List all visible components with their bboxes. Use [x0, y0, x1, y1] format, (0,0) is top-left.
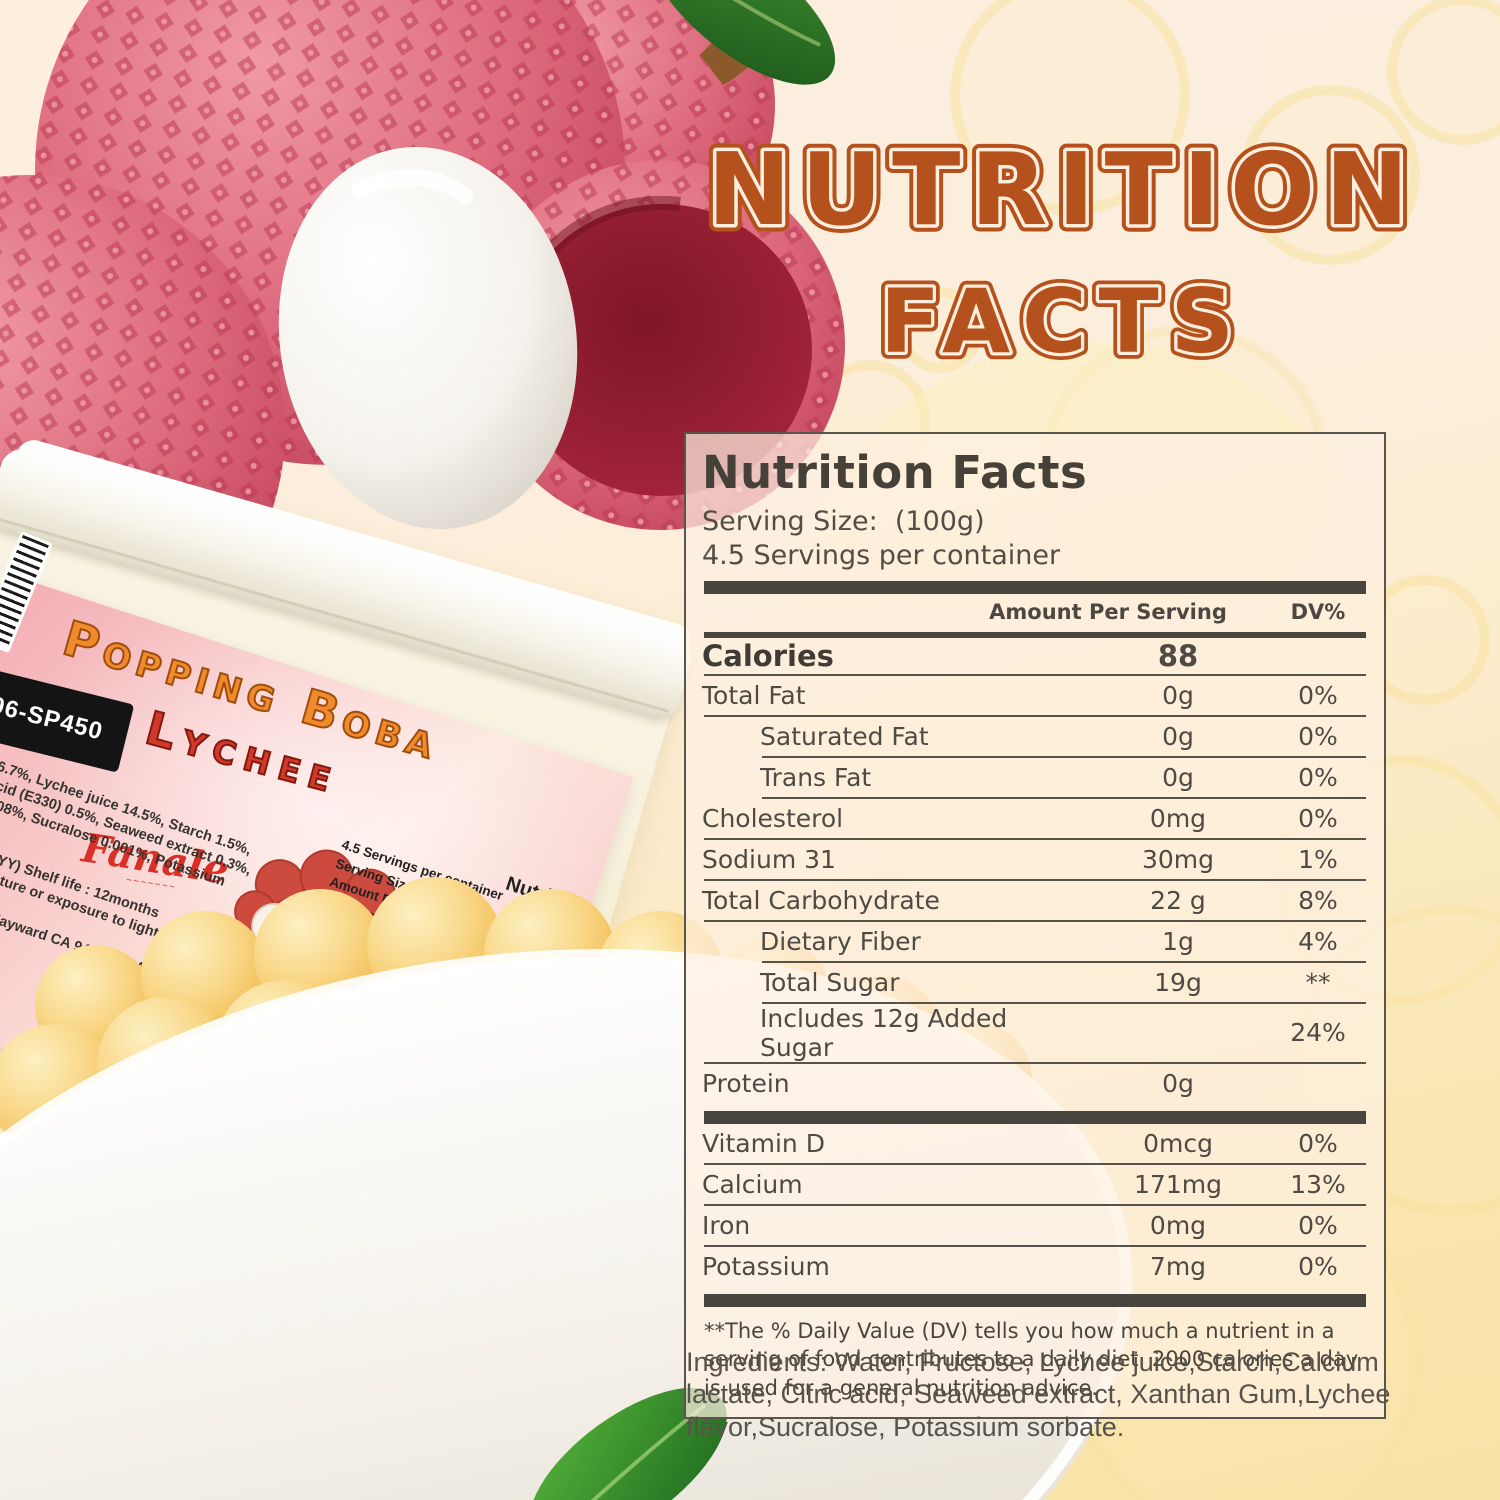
hero-title-line2: FACTS FACTS FACTS: [873, 263, 1246, 380]
row-divider: [704, 1244, 1366, 1247]
lychee-flesh: [278, 146, 578, 530]
separator-bar: [704, 1110, 1366, 1124]
nutrient-row: Trans Fat 0g 0%: [760, 762, 1338, 792]
svg-text:NUTRITION: NUTRITION: [707, 131, 1418, 248]
serving-size-value: (100g): [894, 506, 985, 537]
leaf-icon: [529, 1387, 727, 1500]
row-divider: [762, 796, 1366, 799]
panel-title: Nutrition Facts: [702, 446, 1088, 499]
separator-bar: [704, 580, 1366, 594]
separator-bar: [704, 1293, 1366, 1307]
svg-text:FACTS: FACTS: [880, 270, 1246, 373]
row-divider: [704, 1061, 1366, 1064]
serving-size: Serving Size: (100g): [702, 505, 1368, 539]
nutrient-row: Saturated Fat 0g 0%: [760, 721, 1338, 751]
svg-text:FACTS: FACTS: [880, 270, 1246, 373]
row-divider: [704, 1203, 1366, 1206]
row-divider: [704, 714, 1366, 717]
serving-size-label: Serving Size:: [702, 506, 878, 537]
calories-value: 88: [1157, 638, 1199, 673]
nutrient-row: Potassium 7mg 0%: [702, 1251, 1338, 1281]
calories-label: Calories: [702, 638, 834, 673]
svg-text:NUTRITION: NUTRITION: [707, 131, 1418, 248]
background-bubble: [1240, 85, 1420, 265]
calories-row: Calories 88: [702, 638, 1368, 674]
hero-title: NUTRITION NUTRITION NUTRITION FACTS FACT…: [700, 124, 1418, 381]
nutrient-row: Calcium 171mg 13%: [702, 1169, 1346, 1199]
nutrient-row: Total Fat 0g 0%: [702, 680, 1338, 710]
row-divider: [762, 960, 1366, 963]
row-divider: [704, 837, 1366, 840]
nutrient-row: Sodium 31 30mg 1%: [702, 844, 1338, 874]
background-bubble: [897, 287, 983, 373]
servings-per-container: 4.5 Servings per container: [702, 539, 1061, 571]
leaf-icon: [648, 0, 836, 85]
column-header-amount: Amount Per Serving: [989, 599, 1227, 624]
nutrient-row: Vitamin D 0mcg 0%: [702, 1128, 1338, 1158]
nutrition-facts-panel: Nutrition Facts Serving Size: (100g) 4.5…: [684, 432, 1386, 1420]
nutrient-row: Dietary Fiber 1g 4%: [760, 926, 1338, 956]
nutrient-row: Cholesterol 0mg 0%: [702, 803, 1338, 833]
nutrient-row: Includes 12g Added Sugar 24%: [760, 1003, 1346, 1062]
column-header-row: Amount Per Serving DV%: [702, 594, 1368, 630]
separator-bar: [704, 631, 1366, 638]
nutrient-row: Iron 0mg 0%: [702, 1210, 1338, 1240]
svg-text:FACTS: FACTS: [880, 270, 1246, 373]
row-divider: [704, 673, 1366, 676]
dv-footnote: **The % Daily Value (DV) tells you how m…: [704, 1318, 1359, 1401]
row-divider: [762, 1001, 1366, 1004]
hero-title-line1: NUTRITION NUTRITION NUTRITION: [700, 124, 1418, 256]
svg-text:NUTRITION: NUTRITION: [707, 131, 1418, 248]
row-divider: [704, 878, 1366, 881]
row-divider: [762, 755, 1366, 758]
nutrient-row: Total Carbohydrate 22 g 8%: [702, 885, 1338, 915]
nutrient-row: Total Sugar 19g **: [760, 967, 1331, 997]
ingredients-text: Ingredients: Water, Fructose, Lychee jui…: [686, 1347, 1391, 1442]
background-bubble: [950, 0, 1190, 215]
background-bubble: [1387, 0, 1500, 145]
row-divider: [704, 919, 1366, 922]
row-divider: [704, 1162, 1366, 1165]
column-header-dv: DV%: [1290, 599, 1346, 624]
nutrient-row: Protein 0g: [702, 1068, 1194, 1098]
